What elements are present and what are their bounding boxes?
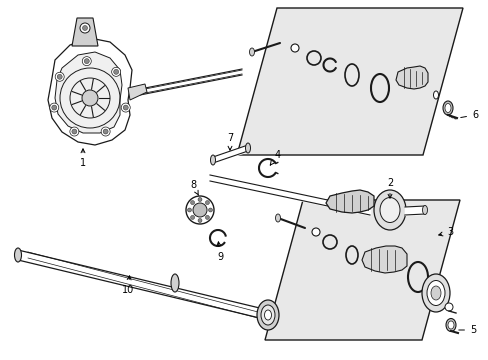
Text: 4: 4 <box>270 150 281 165</box>
Circle shape <box>187 208 191 212</box>
Ellipse shape <box>426 280 444 306</box>
Circle shape <box>190 201 194 204</box>
Ellipse shape <box>447 321 453 329</box>
Text: 3: 3 <box>438 227 452 237</box>
Text: 6: 6 <box>460 110 477 120</box>
Ellipse shape <box>15 248 21 262</box>
Ellipse shape <box>421 274 449 312</box>
Polygon shape <box>264 200 459 340</box>
Circle shape <box>205 215 209 220</box>
Circle shape <box>55 72 64 81</box>
Polygon shape <box>237 8 462 155</box>
Ellipse shape <box>245 143 250 153</box>
Circle shape <box>82 57 91 66</box>
Circle shape <box>190 215 194 220</box>
Ellipse shape <box>422 206 427 215</box>
Ellipse shape <box>433 91 438 99</box>
Ellipse shape <box>373 190 405 230</box>
Ellipse shape <box>171 274 179 292</box>
Circle shape <box>70 127 79 136</box>
Polygon shape <box>361 246 406 273</box>
Circle shape <box>84 59 89 64</box>
Ellipse shape <box>264 310 271 320</box>
Circle shape <box>101 127 110 136</box>
Ellipse shape <box>210 155 215 165</box>
Ellipse shape <box>445 319 455 332</box>
Polygon shape <box>395 66 427 89</box>
Ellipse shape <box>430 286 440 300</box>
Text: 9: 9 <box>217 242 223 262</box>
Ellipse shape <box>261 305 274 325</box>
Circle shape <box>113 69 119 74</box>
Circle shape <box>80 23 90 33</box>
Circle shape <box>193 203 206 217</box>
Text: 7: 7 <box>226 133 233 150</box>
Circle shape <box>185 196 214 224</box>
Circle shape <box>444 303 452 311</box>
Circle shape <box>198 219 202 222</box>
Circle shape <box>57 74 62 79</box>
Circle shape <box>111 67 121 76</box>
Circle shape <box>82 90 98 106</box>
Polygon shape <box>48 38 132 145</box>
Ellipse shape <box>442 101 452 115</box>
Polygon shape <box>72 18 98 46</box>
Text: 8: 8 <box>189 180 198 195</box>
Ellipse shape <box>275 214 280 222</box>
Text: 5: 5 <box>458 325 475 335</box>
Circle shape <box>311 228 319 236</box>
Circle shape <box>205 201 209 204</box>
Circle shape <box>103 129 108 134</box>
Circle shape <box>198 198 202 202</box>
Polygon shape <box>55 52 122 133</box>
Ellipse shape <box>257 300 279 330</box>
Ellipse shape <box>444 104 450 112</box>
Circle shape <box>52 105 57 110</box>
Circle shape <box>82 26 87 31</box>
Circle shape <box>208 208 212 212</box>
Circle shape <box>290 44 298 52</box>
Ellipse shape <box>249 48 254 56</box>
Polygon shape <box>128 84 147 100</box>
Text: 10: 10 <box>122 276 134 295</box>
Circle shape <box>72 129 77 134</box>
Text: 2: 2 <box>386 178 392 198</box>
Text: 1: 1 <box>80 149 86 168</box>
Circle shape <box>121 103 130 112</box>
Polygon shape <box>325 190 373 213</box>
Ellipse shape <box>379 198 399 222</box>
Circle shape <box>123 105 128 110</box>
Circle shape <box>50 103 59 112</box>
